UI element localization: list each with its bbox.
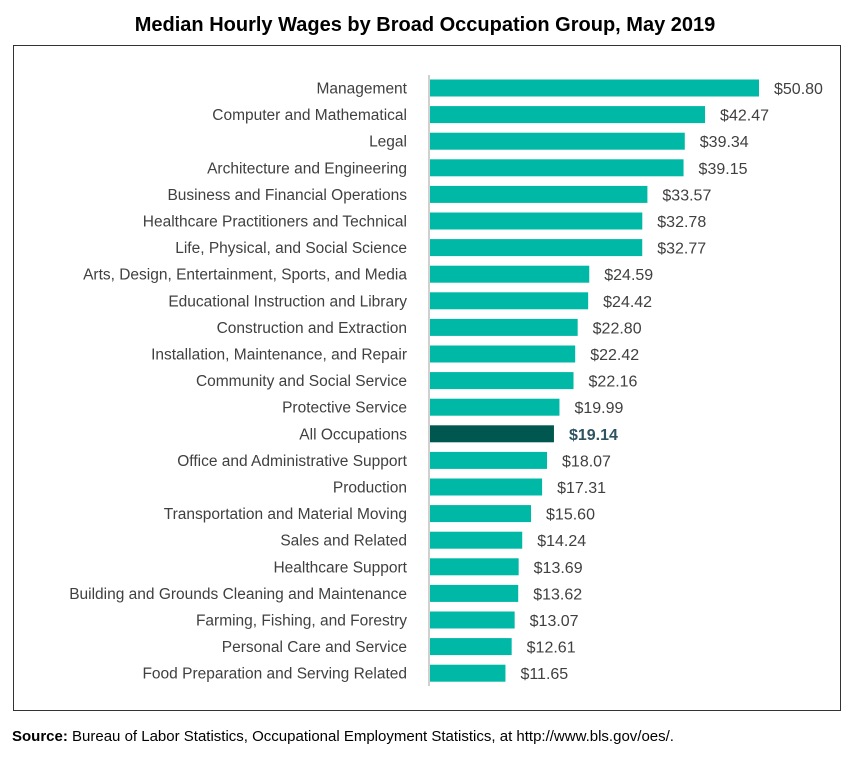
data-label: $14.24 [537,533,586,550]
category-label: Food Preparation and Serving Related [142,666,407,683]
category-label: Healthcare Practitioners and Technical [143,214,407,231]
data-label: $33.57 [662,187,711,204]
bar [430,372,574,390]
category-label: Business and Financial Operations [167,187,407,204]
bar [430,664,506,682]
bar [430,611,515,629]
source-text: Bureau of Labor Statistics, Occupational… [67,728,674,745]
data-label: $39.34 [700,134,749,151]
bar [430,185,648,203]
data-label: $22.80 [593,320,642,337]
category-label: Healthcare Support [273,559,407,576]
category-label: Management [317,81,408,98]
category-label: Computer and Mathematical [212,107,407,124]
category-label: Protective Service [282,400,407,417]
data-label: $24.42 [603,294,652,311]
data-label: $12.61 [527,640,576,657]
category-label: Educational Instruction and Library [168,293,407,310]
category-label: Personal Care and Service [222,639,407,656]
data-label: $11.65 [520,666,568,683]
bar [430,318,578,336]
category-label: Arts, Design, Entertainment, Sports, and… [83,267,407,284]
data-label: $13.07 [530,613,579,630]
data-label: $22.16 [589,374,638,391]
bar [430,531,523,549]
category-label: All Occupations [299,426,407,443]
bar [430,584,519,602]
category-label: Legal [369,134,407,151]
data-label: $19.99 [574,400,623,417]
data-label: $13.62 [533,586,582,603]
bar [430,425,554,443]
bar [430,505,532,523]
bar [430,451,548,469]
data-label: $18.07 [562,453,611,470]
bar [430,212,643,230]
bar [430,159,684,177]
category-label: Production [333,480,407,497]
data-label: $32.77 [657,241,706,258]
data-label: $22.42 [590,347,639,364]
source-note: Source: Bureau of Labor Statistics, Occu… [12,728,674,745]
bar [430,345,576,363]
bar [430,478,543,496]
chart-frame [13,45,841,711]
category-label: Community and Social Service [196,373,407,390]
bar [430,265,590,283]
category-label: Transportation and Material Moving [164,506,407,523]
bar [430,106,706,124]
data-label: $39.15 [699,161,748,178]
category-label: Installation, Maintenance, and Repair [151,347,407,364]
category-label: Building and Grounds Cleaning and Mainte… [69,586,407,603]
bar [430,132,685,150]
category-label: Life, Physical, and Social Science [175,240,407,257]
bar [430,79,759,97]
category-label: Sales and Related [280,533,407,550]
data-label: $19.14 [569,427,618,444]
bar [430,638,512,656]
data-label: $24.59 [604,267,653,284]
category-label: Farming, Fishing, and Forestry [196,613,407,630]
bar [430,239,643,257]
data-label: $32.78 [657,214,706,231]
category-label: Construction and Extraction [217,320,407,337]
bar [430,558,519,576]
data-label: $13.69 [534,560,583,577]
bar [430,398,560,416]
data-label: $17.31 [557,480,606,497]
bar [430,292,589,310]
chart-title: Median Hourly Wages by Broad Occupation … [134,14,716,36]
data-label: $50.80 [774,81,823,98]
category-label: Office and Administrative Support [177,453,407,470]
data-label: $15.60 [546,507,595,524]
category-label: Architecture and Engineering [207,160,407,177]
data-label: $42.47 [720,108,769,125]
source-label: Source: [12,728,68,745]
